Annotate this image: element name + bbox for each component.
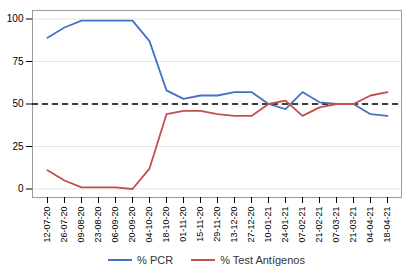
svg-text:13-12-20: 13-12-20	[229, 207, 239, 243]
svg-text:07-02-21: 07-02-21	[297, 207, 307, 243]
svg-text:15-11-20: 15-11-20	[195, 207, 205, 242]
html-text:% PCR: % PCR	[137, 254, 174, 266]
svg-text:29-11-20: 29-11-20	[212, 207, 222, 242]
svg-text:23-08-20: 23-08-20	[93, 207, 103, 243]
svg-text:10-01-21: 10-01-21	[263, 207, 273, 243]
svg-text:09-08-20: 09-08-20	[76, 207, 86, 243]
svg-text:18-10-20: 18-10-20	[161, 207, 171, 243]
svg-text:04-10-20: 04-10-20	[144, 207, 154, 243]
svg-text:75: 75	[12, 56, 24, 67]
svg-text:0: 0	[18, 183, 24, 194]
svg-text:01-11-20: 01-11-20	[178, 207, 188, 242]
svg-text:07-03-21: 07-03-21	[331, 207, 341, 243]
svg-text:04-04-21: 04-04-21	[365, 207, 375, 243]
svg-text:18-04-21: 18-04-21	[382, 207, 392, 243]
svg-text:20-09-20: 20-09-20	[127, 207, 137, 243]
html-text:% Test Antígenos: % Test Antígenos	[220, 254, 305, 266]
svg-text:25: 25	[12, 141, 24, 152]
svg-text:12-07-20: 12-07-20	[42, 207, 52, 243]
svg-text:27-12-20: 27-12-20	[246, 207, 256, 243]
svg-text:06-09-20: 06-09-20	[110, 207, 120, 243]
svg-text:24-01-21: 24-01-21	[280, 207, 290, 243]
svg-text:100: 100	[7, 13, 24, 24]
svg-text:21-03-21: 21-03-21	[348, 207, 358, 243]
svg-text:50: 50	[12, 98, 24, 109]
svg-text:26-07-20: 26-07-20	[59, 207, 69, 243]
svg-text:21-02-21: 21-02-21	[314, 207, 324, 243]
